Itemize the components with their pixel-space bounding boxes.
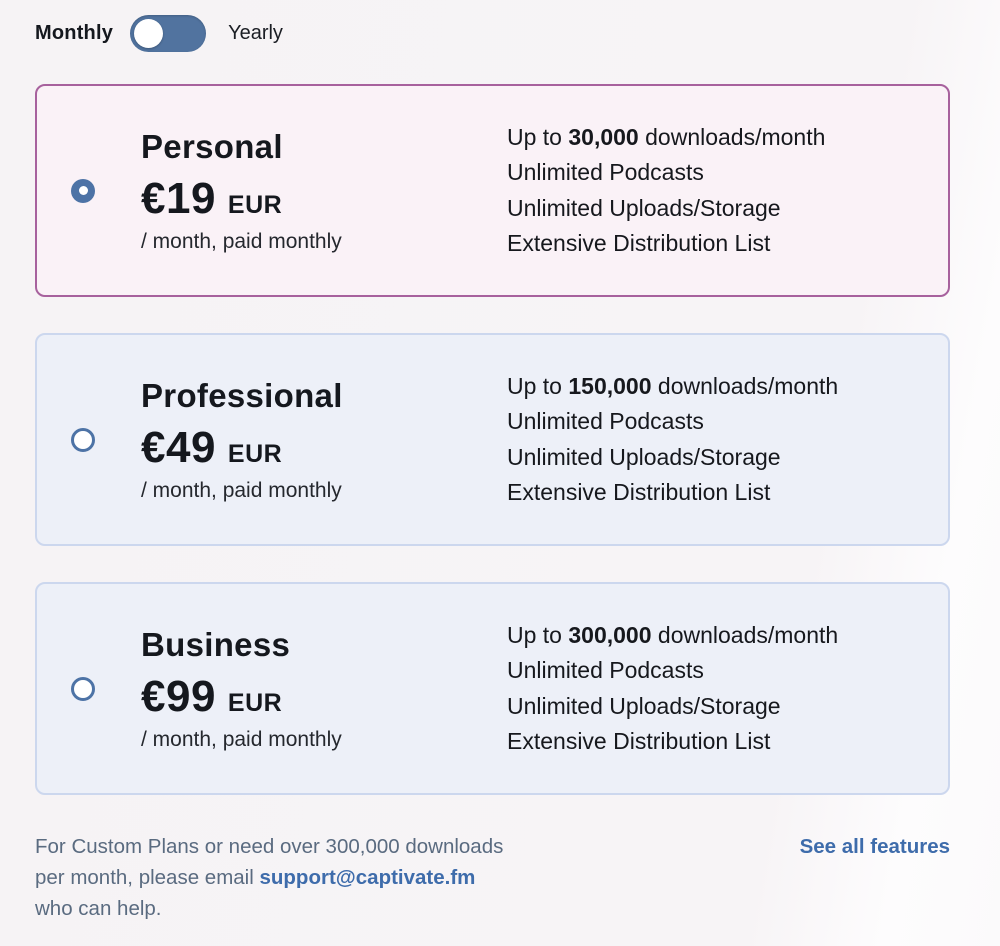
- plan-billing-note: / month, paid monthly: [141, 727, 342, 751]
- see-all-features-link[interactable]: See all features: [799, 835, 950, 858]
- plan-name: Professional: [141, 376, 343, 414]
- plan-price: €99: [141, 671, 216, 721]
- feature-downloads: Up to 300,000 downloads/month: [507, 621, 839, 648]
- feature-downloads: Up to 150,000 downloads/month: [507, 372, 839, 399]
- plan-currency: EUR: [227, 439, 283, 468]
- feature-distribution: Extensive Distribution List: [507, 728, 771, 754]
- plan-price: €19: [141, 173, 216, 223]
- custom-plans-note: For Custom Plans or need over 300,000 do…: [35, 835, 504, 920]
- billing-toggle-row: Monthly Yearly: [35, 14, 1000, 52]
- plan-currency: EUR: [227, 190, 283, 219]
- plan-main: Business €99 EUR / month, paid monthly: [141, 626, 441, 752]
- feature-downloads-value: 300,000: [568, 621, 652, 648]
- plan-price: €49: [141, 422, 216, 472]
- feature-podcasts: Unlimited Podcasts: [507, 159, 704, 185]
- feature-podcasts: Unlimited Podcasts: [507, 657, 704, 683]
- plan-card-personal[interactable]: Personal €19 EUR / month, paid monthly U…: [35, 84, 950, 297]
- radio-wrap: [71, 178, 95, 203]
- plan-card-professional[interactable]: Professional €49 EUR / month, paid month…: [35, 333, 950, 546]
- plan-features: Up to 150,000 downloads/month Unlimited …: [507, 369, 838, 511]
- plan-main: Personal €19 EUR / month, paid monthly: [141, 128, 441, 254]
- monthly-label: Monthly: [35, 21, 114, 44]
- plan-card-business[interactable]: Business €99 EUR / month, paid monthly U…: [35, 582, 950, 795]
- plan-currency: EUR: [227, 688, 283, 717]
- feature-downloads-value: 150,000: [568, 372, 652, 399]
- pricing-page: Monthly Yearly Personal €19 EUR / month,…: [35, 14, 1000, 924]
- feature-uploads: Unlimited Uploads/Storage: [507, 692, 781, 719]
- feature-uploads: Unlimited Uploads/Storage: [507, 194, 781, 221]
- feature-uploads: Unlimited Uploads/Storage: [507, 443, 781, 470]
- feature-distribution: Extensive Distribution List: [507, 479, 771, 505]
- plan-main: Professional €49 EUR / month, paid month…: [141, 377, 441, 503]
- radio-professional-unchecked[interactable]: [71, 427, 95, 452]
- plan-name: Personal: [141, 127, 283, 165]
- support-email-link[interactable]: support@captivate.fm: [259, 866, 476, 889]
- footer: For Custom Plans or need over 300,000 do…: [35, 831, 950, 924]
- plan-price-row: €99 EUR: [141, 672, 441, 722]
- plan-features: Up to 300,000 downloads/month Unlimited …: [507, 618, 838, 760]
- billing-period-toggle[interactable]: [130, 14, 207, 52]
- feature-downloads: Up to 30,000 downloads/month: [507, 123, 826, 150]
- plan-price-row: €19 EUR: [141, 174, 441, 224]
- plan-billing-note: / month, paid monthly: [141, 478, 342, 502]
- plan-name: Business: [141, 625, 291, 663]
- plan-price-row: €49 EUR: [141, 423, 441, 473]
- feature-distribution: Extensive Distribution List: [507, 230, 771, 256]
- toggle-knob: [134, 18, 164, 48]
- radio-business-unchecked[interactable]: [71, 676, 95, 701]
- radio-personal-checked[interactable]: [71, 178, 95, 203]
- feature-downloads-value: 30,000: [568, 123, 639, 150]
- yearly-label: Yearly: [228, 21, 283, 44]
- plan-billing-note: / month, paid monthly: [141, 229, 342, 253]
- plan-features: Up to 30,000 downloads/month Unlimited P…: [507, 120, 825, 262]
- radio-wrap: [71, 427, 95, 452]
- radio-wrap: [71, 676, 95, 701]
- feature-podcasts: Unlimited Podcasts: [507, 408, 704, 434]
